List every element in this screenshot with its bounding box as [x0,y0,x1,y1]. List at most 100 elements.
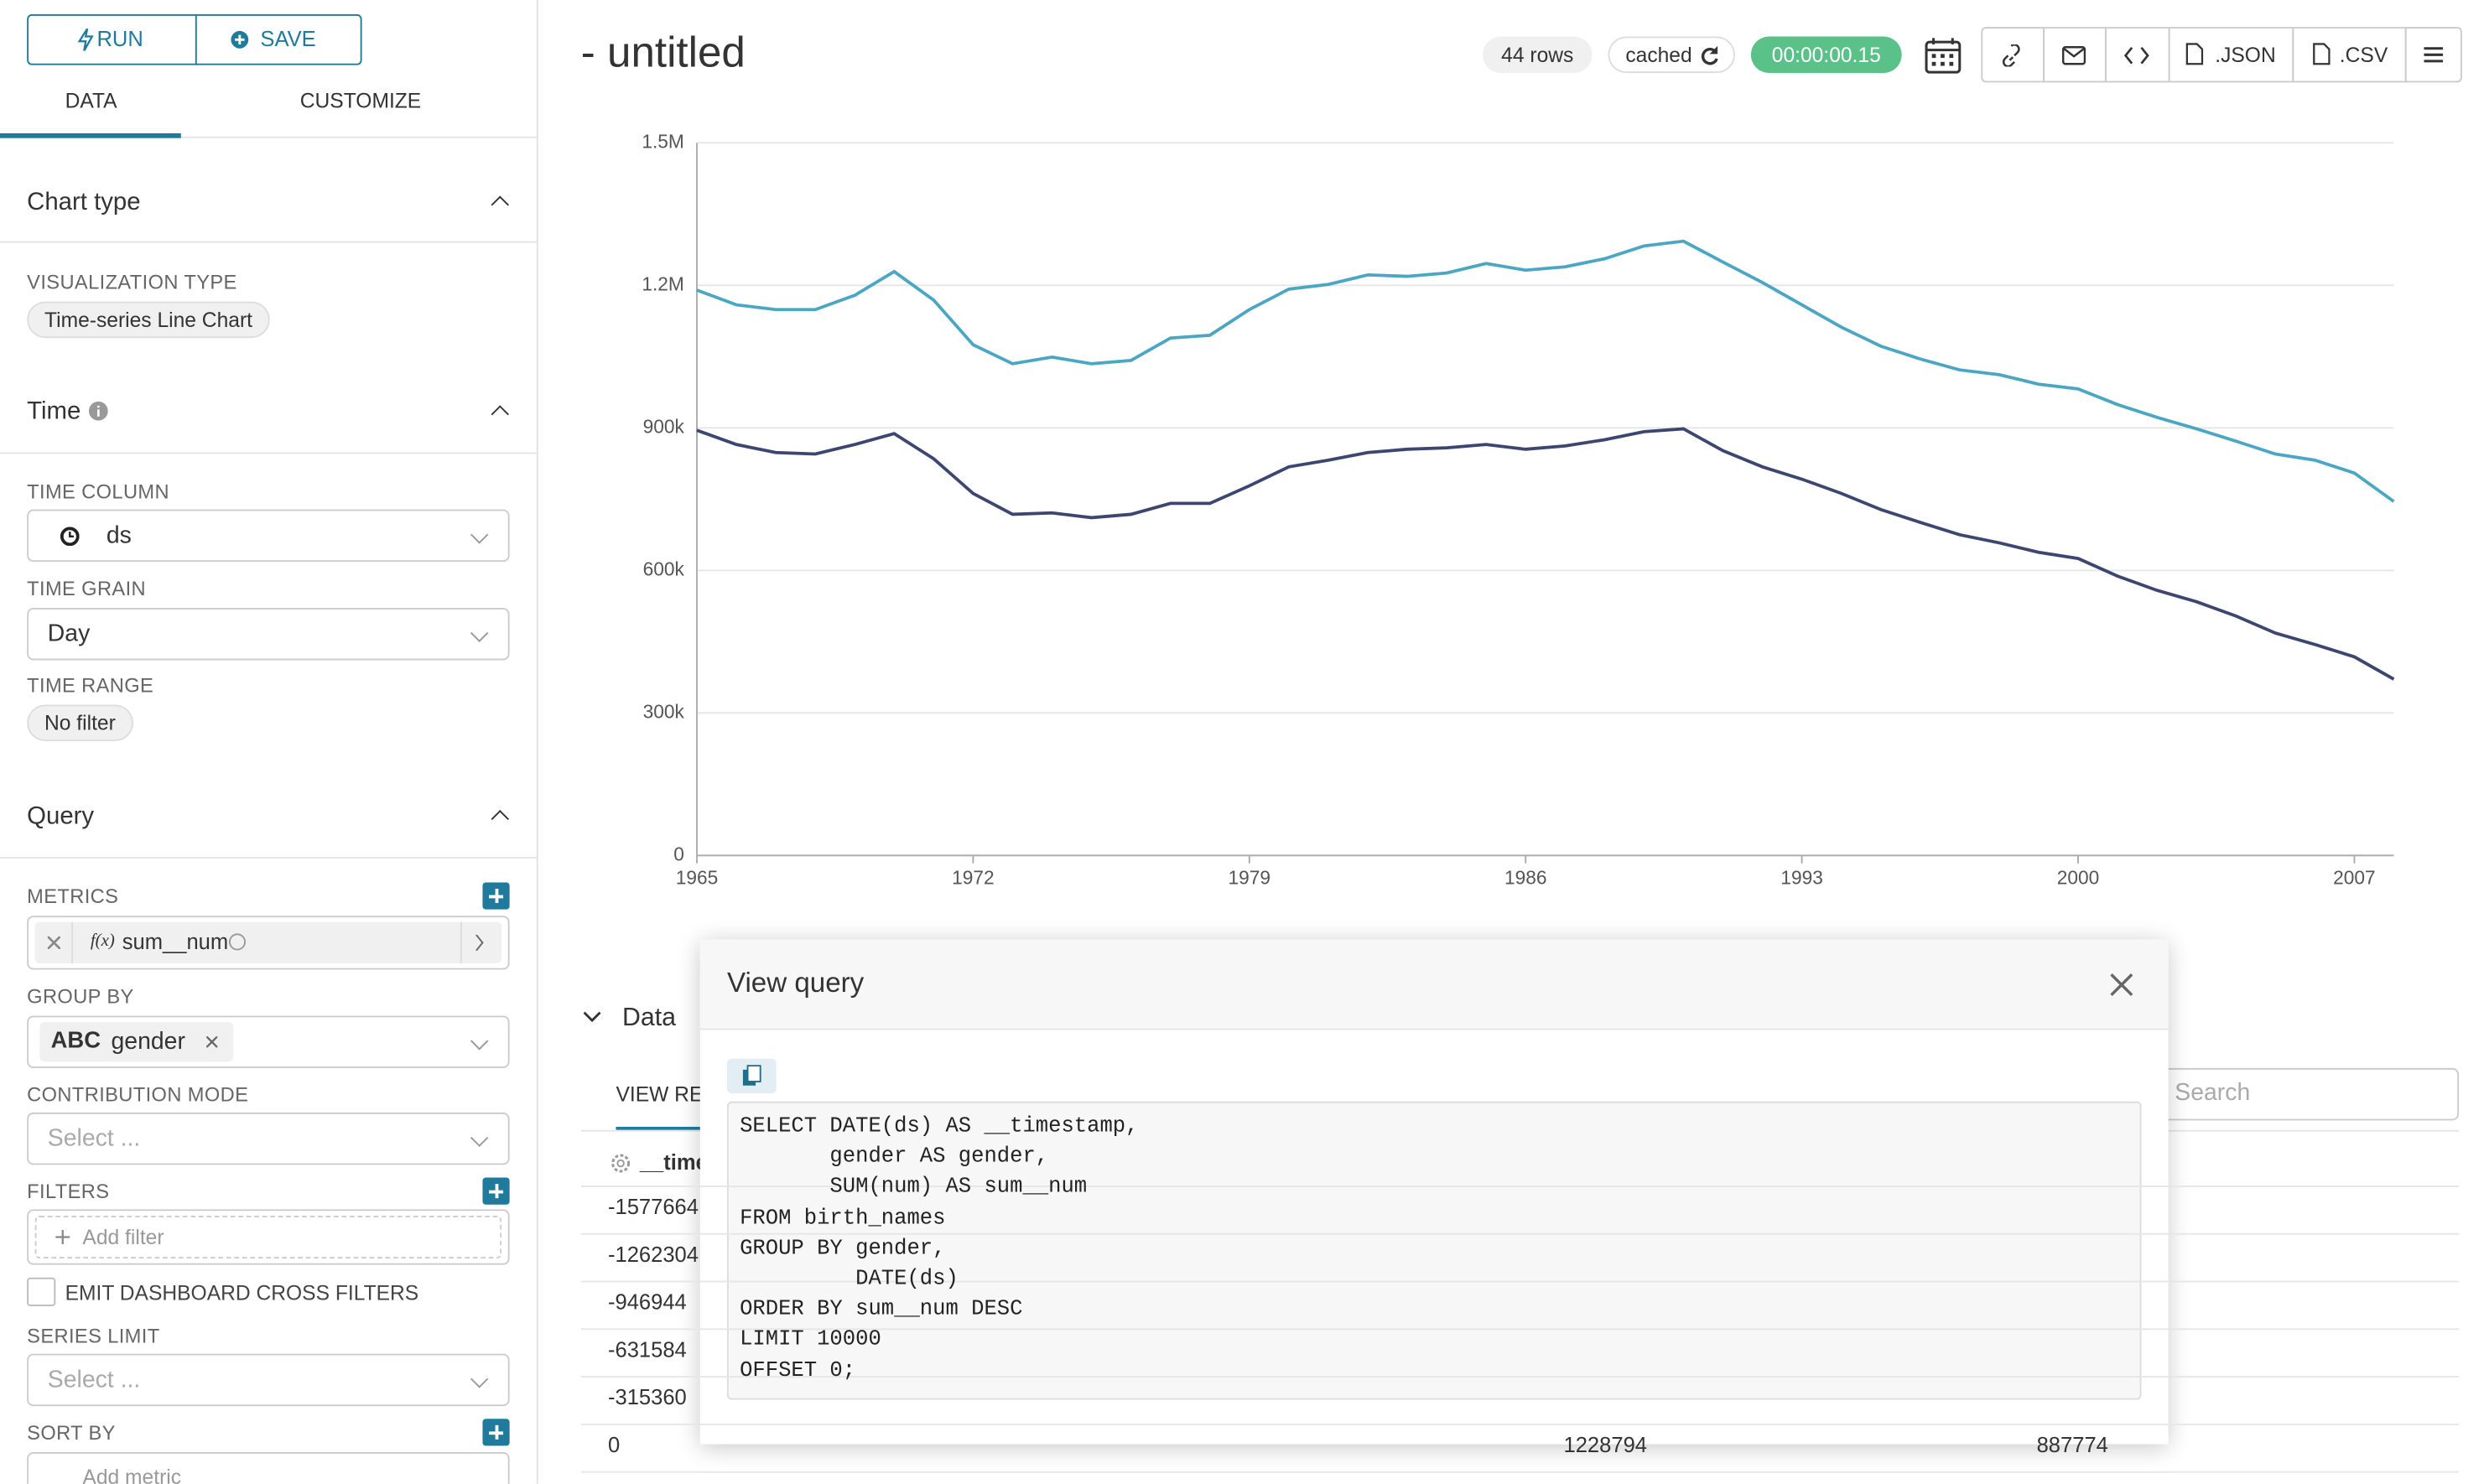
metric-chip[interactable] [34,921,502,963]
row-count: 44 rows [1482,36,1593,74]
search-placeholder: Search [2175,1079,2251,1107]
field-label: SERIES LIMIT [27,1325,160,1348]
save-icon [231,30,249,49]
collapse-icon[interactable] [491,405,509,423]
add-metric-label: Add metric [82,1465,182,1484]
table-cell: 887774 [2036,1433,2108,1457]
code-block [726,1101,2142,1400]
help-icon [228,933,247,951]
sidebar-border [536,0,538,1484]
sql-line: SELECT DATE(ds) AS __timestamp, [740,1115,1139,1140]
filter-box [27,1209,510,1265]
add-filter[interactable] [34,1215,502,1259]
field-label: METRICS [27,885,119,908]
field-label: GROUP BY [27,985,134,1008]
time-range[interactable]: No filter [27,704,133,741]
x-tick-label: 1965 [676,867,719,889]
viz-type[interactable]: Time-series Line Chart [27,301,270,339]
tab-underline [616,1126,712,1130]
tab[interactable]: CUSTOMIZE [299,89,422,113]
select[interactable] [27,509,510,563]
csv-button[interactable]: .CSV [2292,27,2407,83]
run-button[interactable]: RUN [96,27,143,51]
table-row-rule [580,1232,2460,1235]
column-header[interactable]: __time [639,1150,708,1175]
expand-icon[interactable] [475,934,484,951]
file-icon [2313,43,2331,65]
table-cell: 1228794 [1563,1433,1648,1457]
field-label: TIME RANGE [27,674,154,697]
data-pane-title[interactable]: Data [622,1004,676,1032]
divider [71,921,74,963]
y-tick-label: 900k [643,415,685,437]
table-row-rule [580,1185,2460,1187]
y-tick-label: 600k [643,558,685,579]
refresh-icon [1701,45,1718,65]
divider [195,14,197,65]
add-button[interactable] [482,1419,510,1446]
table-cell: -1262304 [607,1243,699,1267]
table-cell: -631584 [607,1337,687,1362]
add-button[interactable] [482,1177,510,1205]
menu-button[interactable] [2404,27,2462,83]
metric-name: sum__num [122,930,229,954]
remove-icon[interactable] [47,936,60,949]
sql-line: FROM birth_names [740,1206,946,1232]
collapse-icon[interactable] [491,195,509,214]
close-icon[interactable] [2110,973,2133,997]
chart: 0 300k 600k 900k 1.2M 1.5M 1965 1972 1979 1986 199… [642,130,2395,889]
section-title[interactable]: Chart type [27,189,141,216]
sql-line: LIMIT 10000 [740,1329,881,1353]
info-icon [89,401,108,421]
table-row-rule [580,1328,2460,1331]
section-title[interactable]: Query [27,802,95,830]
add-filter-label: Add filter [82,1225,164,1249]
search-box[interactable] [2111,1067,2460,1121]
sql-line: GROUP BY gender, [740,1238,946,1262]
divider [460,921,462,963]
y-tick-label: 0 [673,843,684,864]
field-label: TIME COLUMN [27,480,169,504]
remove-icon[interactable] [206,1036,218,1048]
modal-header [699,939,2169,1030]
x-tick-label: 1979 [1229,867,1271,889]
file-icon [2185,43,2204,65]
add-button[interactable] [482,882,510,910]
collapse-icon[interactable] [583,1011,602,1024]
menu-icon [2424,47,2444,63]
button-group [27,14,362,65]
calendar-icon[interactable] [1924,37,1962,75]
select[interactable] [27,607,510,661]
select-value: Day [47,620,91,648]
table-cell: -315360 [607,1385,687,1409]
tab[interactable]: DATA [65,89,117,113]
section-title[interactable]: Time [27,398,81,426]
plus-icon [55,1229,70,1245]
table-cell: 0 [607,1433,621,1457]
select-value: ds [106,521,132,549]
table-cell: -946944 [607,1289,687,1315]
clock-icon [60,527,80,547]
field-label: CONTRIBUTION MODE [27,1083,249,1107]
tab-rule [0,136,537,138]
series-line [696,427,2395,681]
mail-icon [2061,45,2086,65]
chart-title[interactable]: - untitled [580,29,746,76]
groupby-chip [39,1022,234,1062]
y-tick-label: 1.2M [642,272,683,294]
x-tick-label: 1972 [952,867,995,889]
settings-icon[interactable] [610,1152,632,1175]
bolt-icon [77,29,94,51]
select[interactable] [27,1112,510,1165]
collapse-icon[interactable] [491,810,509,828]
placeholder: Select ... [47,1366,141,1393]
field-label: TIME GRAIN [27,578,146,600]
cached-badge[interactable] [1608,36,1735,74]
x-tick-label: 1993 [1780,867,1823,889]
checkbox[interactable] [27,1277,56,1306]
tab[interactable]: VIEW RES [616,1082,717,1107]
select[interactable] [27,1353,510,1407]
save-button[interactable]: SAVE [260,27,316,51]
groupby-value: gender [111,1028,185,1056]
x-tick-label: 2007 [2333,867,2376,889]
